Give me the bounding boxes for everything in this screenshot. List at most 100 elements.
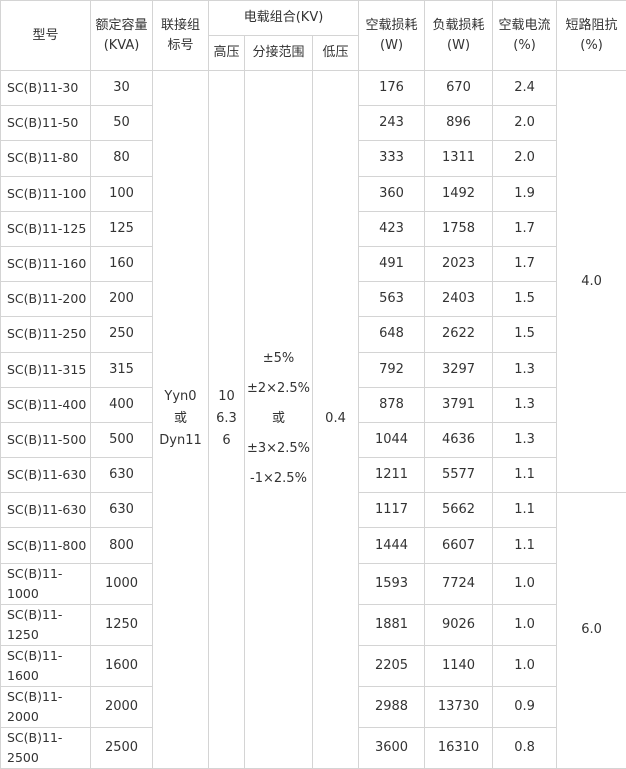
- header-high-voltage: 高压: [209, 36, 245, 71]
- no-load-loss-cell: 648: [359, 317, 425, 352]
- model-cell: SC(B)11-2500: [1, 727, 91, 768]
- load-loss-cell: 3297: [425, 352, 493, 387]
- capacity-cell: 630: [91, 458, 153, 493]
- header-no-load-current-unit: (%): [513, 38, 536, 53]
- load-loss-cell: 16310: [425, 727, 493, 768]
- model-cell: SC(B)11-400: [1, 387, 91, 422]
- load-loss-cell: 1758: [425, 211, 493, 246]
- no-load-loss-cell: 878: [359, 387, 425, 422]
- no-load-current-cell: 1.9: [493, 176, 557, 211]
- model-cell: SC(B)11-80: [1, 141, 91, 176]
- header-no-load-loss-unit: (W): [380, 38, 403, 53]
- header-impedance-line: 短路阻抗: [566, 18, 618, 33]
- capacity-cell: 1250: [91, 604, 153, 645]
- capacity-cell: 2500: [91, 727, 153, 768]
- capacity-cell: 160: [91, 246, 153, 281]
- model-cell: SC(B)11-630: [1, 493, 91, 528]
- load-loss-cell: 13730: [425, 686, 493, 727]
- no-load-loss-cell: 360: [359, 176, 425, 211]
- model-cell: SC(B)11-2000: [1, 686, 91, 727]
- load-loss-cell: 5577: [425, 458, 493, 493]
- model-cell: SC(B)11-50: [1, 106, 91, 141]
- model-cell: SC(B)11-200: [1, 282, 91, 317]
- no-load-loss-cell: 243: [359, 106, 425, 141]
- no-load-current-cell: 1.1: [493, 458, 557, 493]
- header-capacity: 额定容量 (KVA): [91, 1, 153, 71]
- load-loss-cell: 4636: [425, 422, 493, 457]
- header-impedance-unit: (%): [580, 38, 603, 53]
- header-load-loss-unit: (W): [447, 38, 470, 53]
- capacity-cell: 315: [91, 352, 153, 387]
- no-load-current-cell: 1.0: [493, 604, 557, 645]
- header-load-loss: 负载损耗 (W): [425, 1, 493, 71]
- low-voltage-cell: 0.4: [313, 71, 359, 769]
- model-cell: SC(B)11-1000: [1, 563, 91, 604]
- no-load-loss-cell: 2205: [359, 645, 425, 686]
- no-load-loss-cell: 1211: [359, 458, 425, 493]
- capacity-cell: 30: [91, 71, 153, 106]
- connection-cell-line: 或: [153, 408, 208, 430]
- load-loss-cell: 2023: [425, 246, 493, 281]
- capacity-cell: 1600: [91, 645, 153, 686]
- no-load-current-cell: 1.1: [493, 493, 557, 528]
- tap-range-cell-line: ±5%: [245, 344, 312, 374]
- capacity-cell: 80: [91, 141, 153, 176]
- tap-range-cell-line: ±2×2.5%: [245, 374, 312, 404]
- tap-range-cell-line: 或: [245, 404, 312, 434]
- header-connection-line: 标号: [167, 38, 193, 53]
- high-voltage-cell-line: 6: [209, 430, 244, 452]
- no-load-loss-cell: 563: [359, 282, 425, 317]
- load-loss-cell: 9026: [425, 604, 493, 645]
- model-cell: SC(B)11-1250: [1, 604, 91, 645]
- no-load-current-cell: 1.3: [493, 387, 557, 422]
- load-loss-cell: 7724: [425, 563, 493, 604]
- model-cell: SC(B)11-800: [1, 528, 91, 563]
- capacity-cell: 200: [91, 282, 153, 317]
- capacity-cell: 400: [91, 387, 153, 422]
- no-load-loss-cell: 491: [359, 246, 425, 281]
- header-model: 型号: [1, 1, 91, 71]
- connection-cell-line: Dyn11: [153, 430, 208, 452]
- header-capacity-unit: (KVA): [104, 38, 140, 53]
- load-loss-cell: 6607: [425, 528, 493, 563]
- no-load-loss-cell: 1117: [359, 493, 425, 528]
- no-load-current-cell: 1.7: [493, 246, 557, 281]
- header-no-load-loss: 空载损耗 (W): [359, 1, 425, 71]
- header-voltage-group: 电载组合(KV): [209, 1, 359, 36]
- header-load-loss-line: 负载损耗: [433, 18, 485, 33]
- no-load-loss-cell: 1044: [359, 422, 425, 457]
- header-no-load-loss-line: 空载损耗: [366, 18, 418, 33]
- no-load-current-cell: 0.8: [493, 727, 557, 768]
- tap-range-cell: ±5%±2×2.5%或±3×2.5%-1×2.5%: [245, 71, 313, 769]
- no-load-current-cell: 1.3: [493, 422, 557, 457]
- no-load-current-cell: 0.9: [493, 686, 557, 727]
- model-cell: SC(B)11-250: [1, 317, 91, 352]
- impedance-cell: 6.0: [557, 493, 626, 768]
- no-load-current-cell: 1.7: [493, 211, 557, 246]
- model-cell: SC(B)11-30: [1, 71, 91, 106]
- no-load-current-cell: 1.0: [493, 645, 557, 686]
- no-load-current-cell: 1.3: [493, 352, 557, 387]
- capacity-cell: 630: [91, 493, 153, 528]
- capacity-cell: 50: [91, 106, 153, 141]
- no-load-current-cell: 1.5: [493, 317, 557, 352]
- no-load-loss-cell: 1593: [359, 563, 425, 604]
- no-load-loss-cell: 176: [359, 71, 425, 106]
- no-load-loss-cell: 792: [359, 352, 425, 387]
- no-load-loss-cell: 1444: [359, 528, 425, 563]
- load-loss-cell: 896: [425, 106, 493, 141]
- no-load-current-cell: 1.5: [493, 282, 557, 317]
- connection-cell-line: Yyn0: [153, 386, 208, 408]
- header-capacity-line: 额定容量: [95, 18, 147, 33]
- model-cell: SC(B)11-125: [1, 211, 91, 246]
- tap-range-cell-line: -1×2.5%: [245, 464, 312, 494]
- load-loss-cell: 670: [425, 71, 493, 106]
- load-loss-cell: 3791: [425, 387, 493, 422]
- model-cell: SC(B)11-160: [1, 246, 91, 281]
- header-connection-line: 联接组: [161, 18, 200, 33]
- capacity-cell: 1000: [91, 563, 153, 604]
- capacity-cell: 250: [91, 317, 153, 352]
- capacity-cell: 500: [91, 422, 153, 457]
